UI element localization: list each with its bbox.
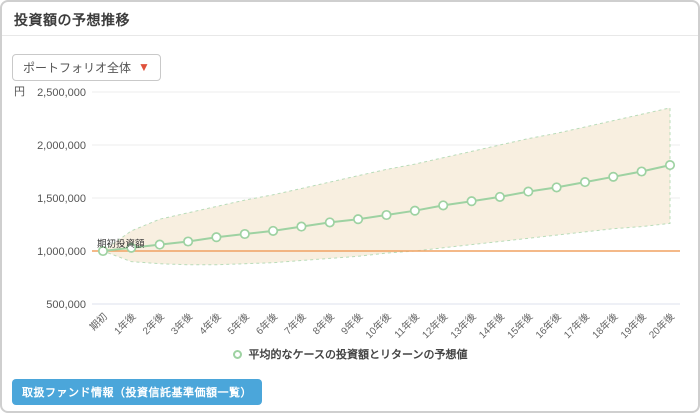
- data-point: [126, 242, 137, 253]
- x-tick-label: 14年後: [476, 310, 507, 341]
- title-divider: [2, 35, 698, 36]
- prediction-chart: 2,500,000 2,000,000 1,500,000 1,000,000 500,…: [2, 2, 698, 344]
- data-point: [211, 232, 222, 243]
- data-point: [608, 171, 619, 182]
- x-tick-label: 12年後: [419, 310, 450, 341]
- chart-canvas: 2,500,000 2,000,000 1,500,000 1,000,000 500,…: [14, 86, 680, 341]
- data-point: [268, 225, 279, 236]
- y-tick-label: 2,000,000: [37, 140, 86, 152]
- x-tick-label: 7年後: [281, 310, 308, 337]
- x-tick-label: 期初: [87, 310, 110, 333]
- x-tick-label: 20年後: [646, 310, 677, 341]
- data-point: [409, 205, 420, 216]
- y-tick-label: 1,500,000: [37, 193, 86, 205]
- x-tick-label: 6年後: [253, 310, 280, 337]
- data-point: [551, 182, 562, 193]
- data-point: [353, 214, 364, 225]
- data-point: [296, 221, 307, 232]
- x-tick-label: 1年後: [111, 310, 138, 337]
- x-tick-label: 2年後: [140, 310, 167, 337]
- initial-investment-annotation: 期初投資額: [97, 238, 145, 250]
- portfolio-select-dropdown[interactable]: ポートフォリオ全体 ▼: [12, 54, 161, 81]
- x-tick-label: 4年後: [196, 310, 223, 337]
- data-point: [466, 196, 477, 207]
- data-point: [324, 217, 335, 228]
- legend-circle-icon: [232, 349, 242, 359]
- data-point: [523, 186, 534, 197]
- x-tick-label: 8年後: [310, 310, 337, 337]
- y-tick-label: 2,500,000: [37, 87, 86, 99]
- chevron-down-icon: ▼: [138, 59, 150, 74]
- legend-label: 平均的なケースの投資額とリターンの予想値: [248, 349, 468, 361]
- data-point: [154, 239, 165, 250]
- data-point: [579, 177, 591, 188]
- portfolio-select-label: ポートフォリオ全体: [23, 61, 132, 75]
- data-point: [381, 209, 392, 221]
- y-tick-label: 500,000: [46, 299, 86, 311]
- data-point: [664, 160, 676, 171]
- data-point: [636, 166, 647, 177]
- data-point: [183, 236, 194, 247]
- x-tick-label: 15年後: [504, 310, 535, 341]
- data-point: [494, 191, 505, 202]
- x-tick-label: 13年後: [447, 310, 478, 341]
- data-point: [438, 200, 449, 211]
- y-axis-unit-label: 円: [14, 86, 25, 98]
- x-tick-label: 17年後: [561, 310, 592, 341]
- x-tick-label: 18年後: [589, 310, 620, 341]
- prediction-band: [101, 107, 671, 266]
- x-tick-label: 3年後: [168, 310, 195, 337]
- data-point: [97, 245, 109, 257]
- x-tick-label: 19年後: [618, 310, 649, 341]
- page-title: 投資額の予想推移: [14, 12, 130, 28]
- fund-info-button[interactable]: 取扱ファンド情報（投資信託基準価額一覧）: [12, 379, 262, 405]
- x-tick-label: 9年後: [338, 310, 365, 337]
- y-tick-label: 1,000,000: [37, 246, 86, 258]
- x-tick-label: 11年後: [391, 310, 422, 341]
- x-tick-label: 10年後: [362, 310, 393, 341]
- x-tick-label: 16年後: [533, 310, 564, 341]
- data-point: [239, 228, 250, 240]
- x-tick-label: 5年後: [225, 310, 252, 337]
- chart-legend: 平均的なケースの投資額とリターンの予想値: [2, 346, 698, 362]
